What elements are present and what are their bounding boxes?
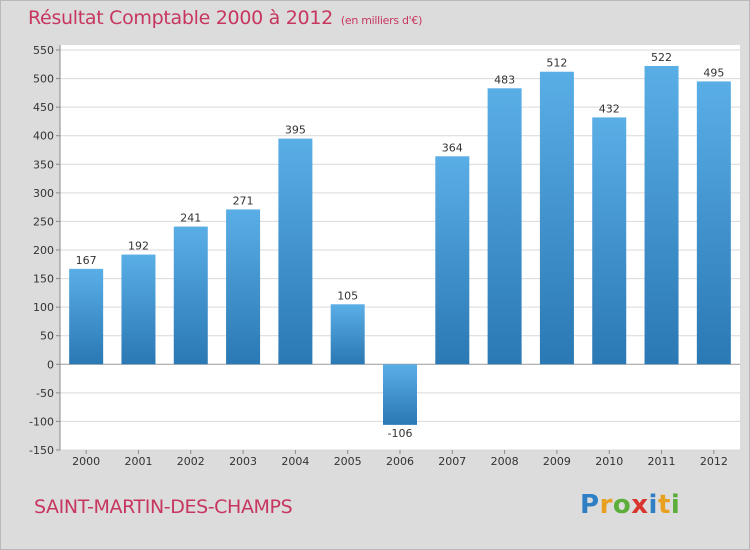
y-axis-ticks: -150 -100 -50 0 50 100 150 200 250 300 350 400 450 50… — [29, 44, 61, 457]
x-tick-label: 2012 — [700, 455, 728, 468]
logo-letter: P — [580, 490, 600, 520]
x-tick-label: 2002 — [177, 455, 205, 468]
chart-title: Résultat Comptable 2000 à 2012 (en millie… — [28, 7, 422, 29]
x-axis-ticks: 2000 2001 2002 2003 2004 2005 2006 2007 2008 2009… — [72, 450, 728, 468]
commune-name: SAINT-MARTIN-DES-CHAMPS — [34, 496, 293, 518]
y-tick-label: -100 — [29, 415, 54, 428]
y-tick-label: 0 — [47, 358, 54, 371]
proxiti-logo: Proxiti — [580, 490, 680, 520]
logo-letter: t — [657, 490, 671, 520]
data-label: 495 — [703, 66, 724, 79]
x-tick-label: 2006 — [386, 455, 414, 468]
x-tick-label: 2004 — [281, 455, 309, 468]
data-label: 105 — [337, 289, 358, 302]
logo-letter: i — [648, 490, 658, 520]
bars — [69, 66, 731, 425]
x-tick-label: 2011 — [648, 455, 676, 468]
y-tick-label: 50 — [40, 330, 54, 343]
bar-2010 — [592, 117, 627, 365]
data-label: 512 — [546, 57, 567, 70]
logo-letter: o — [612, 490, 632, 520]
bar-2009 — [539, 71, 574, 365]
bar-2001 — [121, 254, 156, 365]
data-label: -106 — [388, 427, 413, 440]
x-tick-label: 2003 — [229, 455, 257, 468]
bar-2008 — [487, 88, 522, 365]
bar-2006 — [383, 364, 417, 425]
bar-2002 — [173, 226, 208, 365]
data-label: 395 — [285, 124, 306, 137]
y-tick-label: 300 — [33, 187, 54, 200]
data-label: 192 — [128, 240, 149, 253]
data-label: 522 — [651, 51, 672, 64]
bar-2003 — [226, 209, 261, 365]
data-label: 167 — [76, 254, 97, 267]
data-label: 483 — [494, 73, 515, 86]
bar-2000 — [69, 268, 104, 365]
bar-2004 — [278, 138, 313, 365]
data-label: 364 — [442, 141, 463, 154]
y-tick-label: 400 — [33, 130, 54, 143]
bar-2011 — [644, 66, 679, 365]
data-label: 241 — [180, 212, 201, 225]
logo-letter: x — [631, 490, 649, 520]
x-tick-label: 2001 — [124, 455, 152, 468]
y-tick-label: 150 — [33, 273, 54, 286]
bar-2005 — [330, 304, 365, 365]
x-tick-label: 2000 — [72, 455, 100, 468]
y-tick-label: 350 — [33, 158, 54, 171]
data-label: 432 — [599, 102, 620, 115]
x-tick-label: 2008 — [491, 455, 519, 468]
chart-title-text: Résultat Comptable 2000 à 2012 — [28, 7, 333, 29]
data-label: 271 — [233, 194, 254, 207]
y-tick-label: 250 — [33, 215, 54, 228]
x-tick-label: 2005 — [334, 455, 362, 468]
y-tick-label: 500 — [33, 73, 54, 86]
x-tick-label: 2009 — [543, 455, 571, 468]
y-tick-label: -50 — [36, 387, 54, 400]
y-tick-label: 200 — [33, 244, 54, 257]
chart-unit: (en milliers d'€) — [340, 14, 423, 27]
bar-2012 — [696, 81, 731, 365]
y-tick-label: 550 — [33, 44, 54, 57]
logo-letter: r — [599, 490, 613, 520]
y-tick-label: 450 — [33, 101, 54, 114]
logo-letter: i — [670, 490, 681, 520]
x-tick-label: 2010 — [595, 455, 623, 468]
data-labels: 167 192 241 271 395 105 -106 364 483 512 432 522 495 — [76, 51, 725, 440]
x-tick-label: 2007 — [438, 455, 466, 468]
y-tick-label: 100 — [33, 301, 54, 314]
y-tick-label: -150 — [29, 444, 54, 457]
bar-2007 — [435, 156, 470, 365]
